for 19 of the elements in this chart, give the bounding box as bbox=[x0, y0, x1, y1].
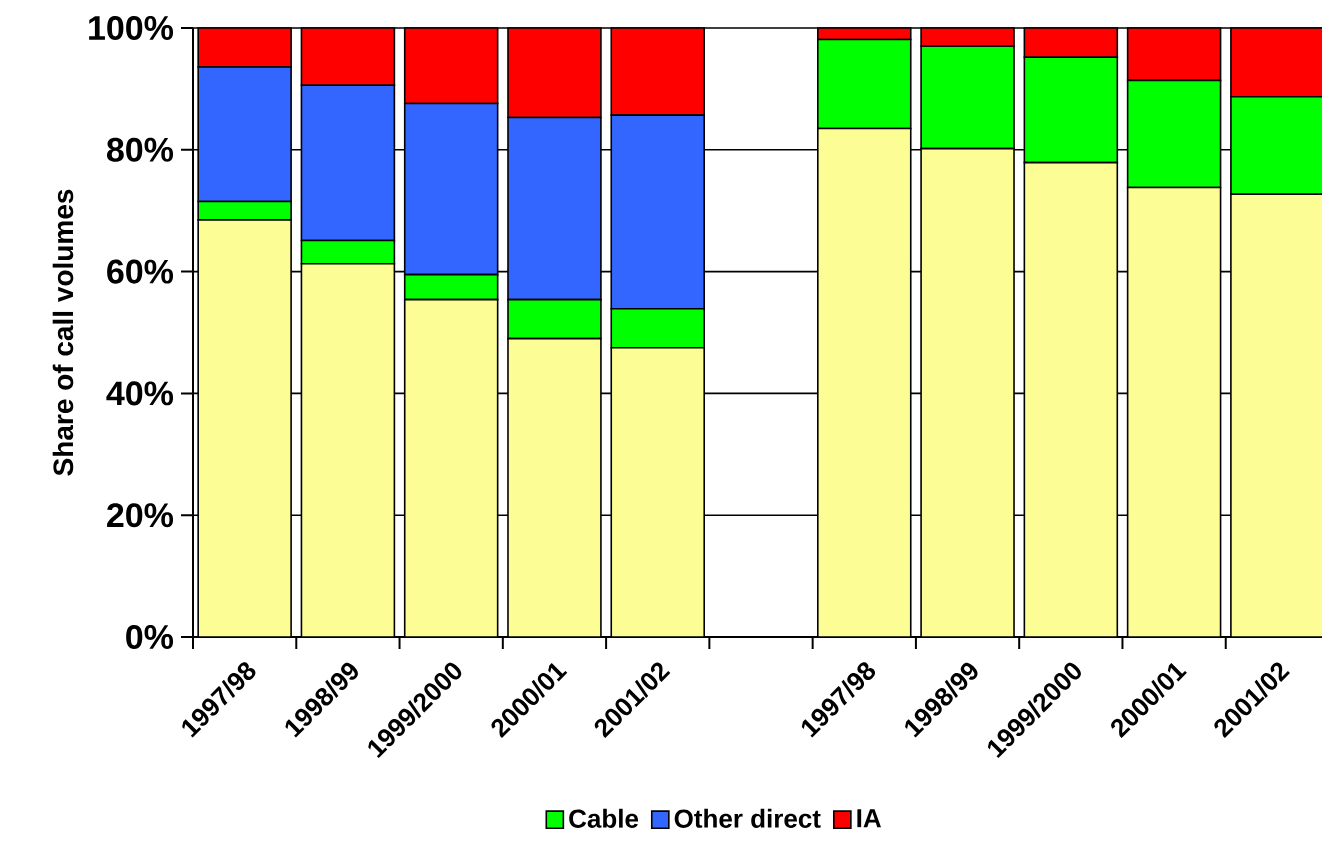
legend-label: Cable bbox=[569, 808, 639, 828]
y-tick-label: 40% bbox=[106, 381, 174, 406]
y-tick-label: 0% bbox=[126, 624, 174, 650]
y-tick-label: 60% bbox=[107, 259, 174, 284]
y-tick-label: 80% bbox=[106, 137, 174, 162]
bar bbox=[920, 147, 1015, 638]
bar bbox=[403, 298, 499, 638]
legend-label: IA bbox=[857, 809, 881, 828]
y-tick-label: 20% bbox=[107, 503, 174, 528]
y-tick-label: 100% bbox=[89, 15, 174, 41]
bar bbox=[610, 346, 706, 638]
bar bbox=[817, 127, 912, 638]
bar bbox=[1023, 161, 1119, 638]
bar bbox=[507, 337, 602, 638]
bar bbox=[300, 262, 396, 638]
legend-label: Other direct bbox=[674, 808, 821, 828]
bar bbox=[197, 219, 292, 638]
bar bbox=[1126, 186, 1222, 638]
y-axis-title: Share of call volumes bbox=[52, 189, 74, 476]
